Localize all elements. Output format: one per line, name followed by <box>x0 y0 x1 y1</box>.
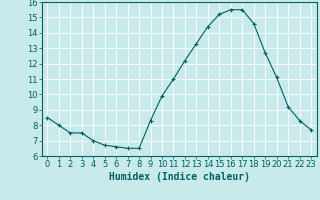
X-axis label: Humidex (Indice chaleur): Humidex (Indice chaleur) <box>109 172 250 182</box>
